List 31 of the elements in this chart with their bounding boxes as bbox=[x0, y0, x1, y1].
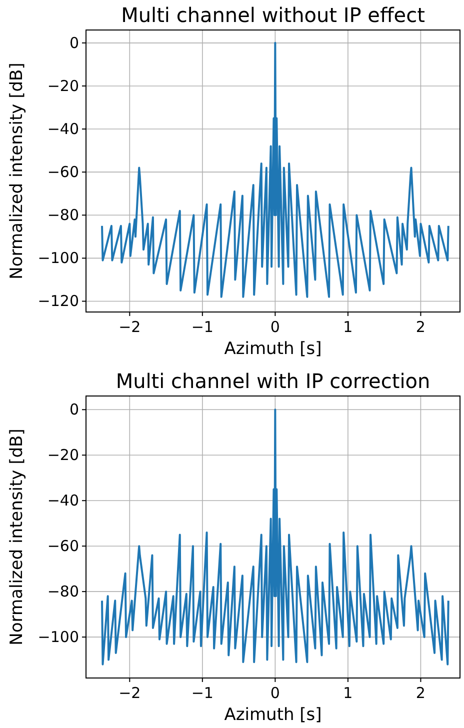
chart-title: Multi channel without IP effect bbox=[121, 3, 426, 27]
x-tick-label: −2 bbox=[118, 684, 141, 702]
x-tick-label: −1 bbox=[191, 318, 214, 336]
line-series bbox=[101, 408, 450, 666]
y-tick-label: −40 bbox=[47, 492, 79, 510]
chart-title: Multi channel with IP correction bbox=[116, 369, 430, 393]
y-tick-label: −20 bbox=[47, 446, 79, 464]
x-tick-label: 0 bbox=[270, 684, 280, 702]
x-tick-label: 2 bbox=[416, 318, 426, 336]
x-tick-label: 2 bbox=[416, 684, 426, 702]
x-tick-label: 1 bbox=[343, 318, 353, 336]
y-tick-label: −100 bbox=[38, 249, 79, 268]
x-axis-title: Azimuth [s] bbox=[224, 339, 322, 359]
x-tick-label: 0 bbox=[270, 318, 280, 336]
y-tick-label: 0 bbox=[69, 400, 79, 419]
y-tick-label: −60 bbox=[47, 163, 79, 182]
y-tick-label: 0 bbox=[69, 34, 79, 52]
x-axis-title: Azimuth [s] bbox=[224, 705, 322, 725]
y-tick-label: −40 bbox=[47, 120, 79, 138]
y-tick-label: −100 bbox=[38, 628, 79, 646]
y-tick-label: −60 bbox=[47, 537, 79, 556]
x-tick-label: −1 bbox=[191, 684, 214, 702]
y-tick-label: −120 bbox=[38, 292, 79, 310]
y-axis-title: Normalized intensity [dB] bbox=[7, 62, 27, 280]
x-tick-label: 1 bbox=[343, 684, 353, 702]
y-tick-label: −80 bbox=[47, 582, 79, 601]
y-tick-label: −80 bbox=[47, 206, 79, 224]
y-tick-label: −20 bbox=[47, 76, 79, 95]
line-series bbox=[101, 42, 450, 298]
y-axis-title: Normalized intensity [dB] bbox=[7, 428, 27, 646]
x-tick-label: −2 bbox=[118, 318, 141, 336]
